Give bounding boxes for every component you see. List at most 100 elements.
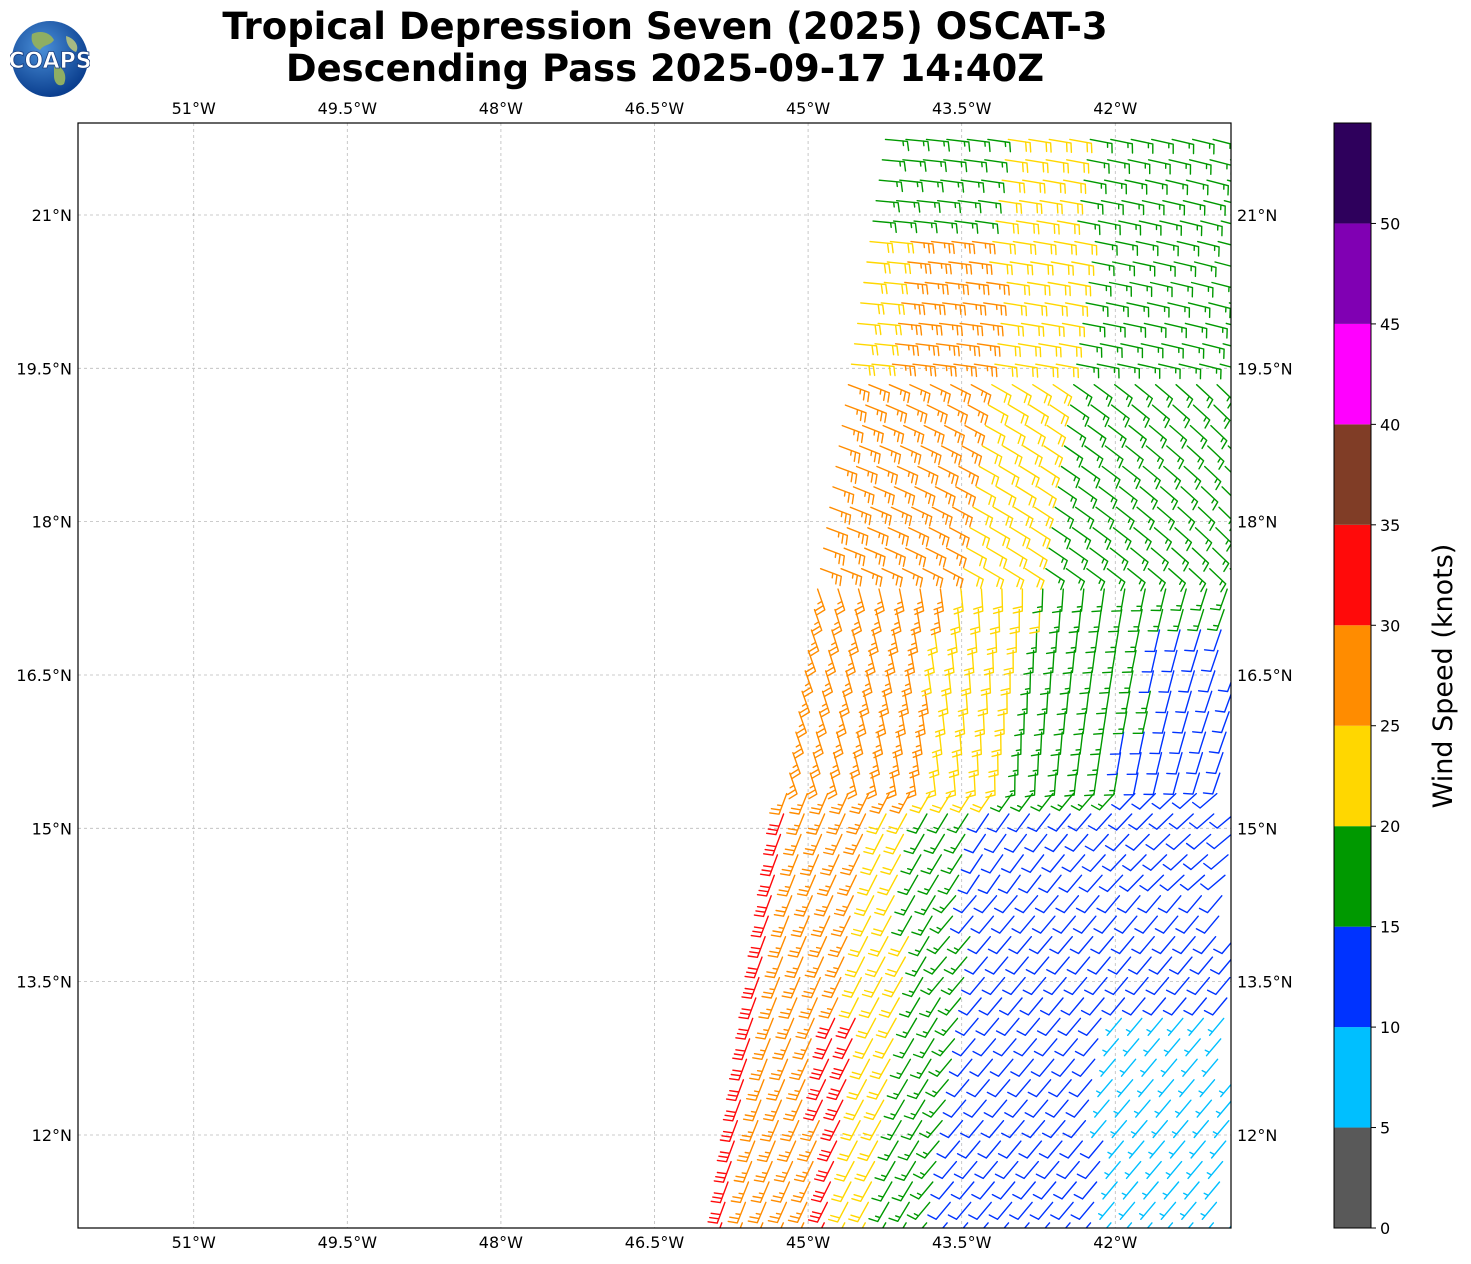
wind-barb (814, 1160, 835, 1182)
wind-barb (903, 833, 925, 855)
wind-barb (824, 956, 845, 978)
wind-barb (1153, 261, 1176, 277)
wind-barb (1081, 854, 1106, 872)
wind-barb (988, 752, 999, 778)
wind-barb (940, 445, 962, 466)
wind-barb (841, 1222, 846, 1228)
lat-tick-label-right: 12°N (1237, 1126, 1277, 1145)
wind-barb (837, 1140, 858, 1162)
wind-barb (907, 261, 932, 275)
wind-barb (1127, 159, 1151, 175)
wind-barb (925, 547, 947, 568)
wind-barb (1203, 1181, 1221, 1200)
wind-barb (874, 1160, 896, 1182)
wind-barb (991, 384, 1012, 406)
wind-barb (1061, 322, 1086, 338)
wind-barb (1086, 568, 1106, 591)
wind-barb (1175, 690, 1192, 714)
wind-barb (758, 997, 777, 1020)
wind-barb (911, 506, 933, 527)
wind-barb (1074, 240, 1098, 256)
wind-barb (971, 240, 996, 255)
wind-barb (1191, 547, 1210, 572)
wind-barb (894, 1160, 917, 1181)
wind-barb (1077, 220, 1101, 236)
wind-barb (1051, 588, 1064, 614)
wind-barb (1109, 547, 1129, 571)
wind-barb (1093, 1099, 1110, 1118)
wind-barb (893, 588, 905, 616)
wind-barb (1023, 649, 1035, 675)
lon-tick-label-bottom: 43.5°W (932, 1233, 992, 1252)
wind-barb (969, 527, 991, 549)
wind-barb (1062, 649, 1076, 675)
wind-barb (820, 1120, 841, 1141)
wind-barb (1146, 1222, 1153, 1228)
wind-barb (1027, 813, 1051, 832)
wind-barb (1030, 1058, 1055, 1077)
wind-barb (993, 506, 1014, 528)
wind-barb (906, 1201, 931, 1220)
wind-barb (953, 363, 978, 378)
wind-barb (1022, 179, 1046, 194)
wind-barb (1001, 179, 1026, 194)
wind-barb (783, 1099, 803, 1121)
wind-barb (1001, 1120, 1025, 1139)
wind-barb (1110, 138, 1134, 154)
wind-barb (1189, 1140, 1206, 1159)
wind-barb (1106, 568, 1126, 592)
wind-barb (1166, 445, 1185, 470)
wind-barb (872, 731, 884, 759)
wind-barb (1033, 711, 1046, 736)
wind-barb (873, 486, 895, 506)
wind-barb (784, 956, 804, 979)
wind-barb (989, 608, 1001, 635)
wind-barb (1118, 220, 1142, 236)
wind-barb (810, 915, 831, 937)
wind-barb (1169, 731, 1186, 755)
wind-barb (1159, 220, 1182, 236)
colorbar-tick-label: 0 (1380, 1219, 1390, 1238)
wind-barb (849, 506, 872, 526)
wind-barb (984, 424, 1006, 446)
wind-barb (974, 220, 999, 235)
wind-barb (1224, 465, 1231, 474)
wind-barb (763, 1099, 782, 1122)
wind-barb (1053, 1181, 1077, 1200)
wind-barb (1104, 976, 1129, 996)
map-frame (77, 122, 1232, 1229)
wind-barb (1035, 1160, 1060, 1180)
wind-barb (1121, 1181, 1139, 1200)
wind-barb (1060, 997, 1085, 1016)
wind-barb (1210, 424, 1228, 450)
colorbar-bin (1334, 323, 1371, 425)
wind-barb (1079, 1140, 1104, 1159)
wind-barb (1168, 568, 1186, 592)
wind-barb (1082, 322, 1106, 338)
wind-barb (822, 670, 833, 698)
wind-barb (1135, 690, 1151, 714)
colorbar-bin (1334, 123, 1371, 224)
wind-barb (1084, 772, 1098, 797)
wind-barb (1141, 200, 1165, 216)
wind-barb (1220, 220, 1231, 225)
wind-barb (1009, 608, 1020, 635)
lon-tick-label-bottom: 45°W (786, 1233, 830, 1252)
wind-barb (912, 1160, 937, 1180)
wind-barb (989, 1058, 1014, 1077)
wind-barb (1200, 649, 1219, 672)
wind-barb (846, 527, 869, 546)
wind-barb (909, 792, 931, 814)
wind-barb (882, 424, 905, 444)
wind-barb (969, 1058, 993, 1077)
wind-barb (1143, 1038, 1160, 1057)
wind-barb (1145, 976, 1170, 996)
wind-barb (716, 1140, 735, 1163)
wind-barb (950, 384, 972, 405)
wind-barb (1013, 1038, 1037, 1057)
wind-barb (1175, 915, 1199, 934)
colorbar-frame (1333, 122, 1372, 1229)
wind-barb (823, 547, 845, 566)
wind-barb (988, 404, 1009, 426)
wind-barb (1089, 138, 1113, 154)
